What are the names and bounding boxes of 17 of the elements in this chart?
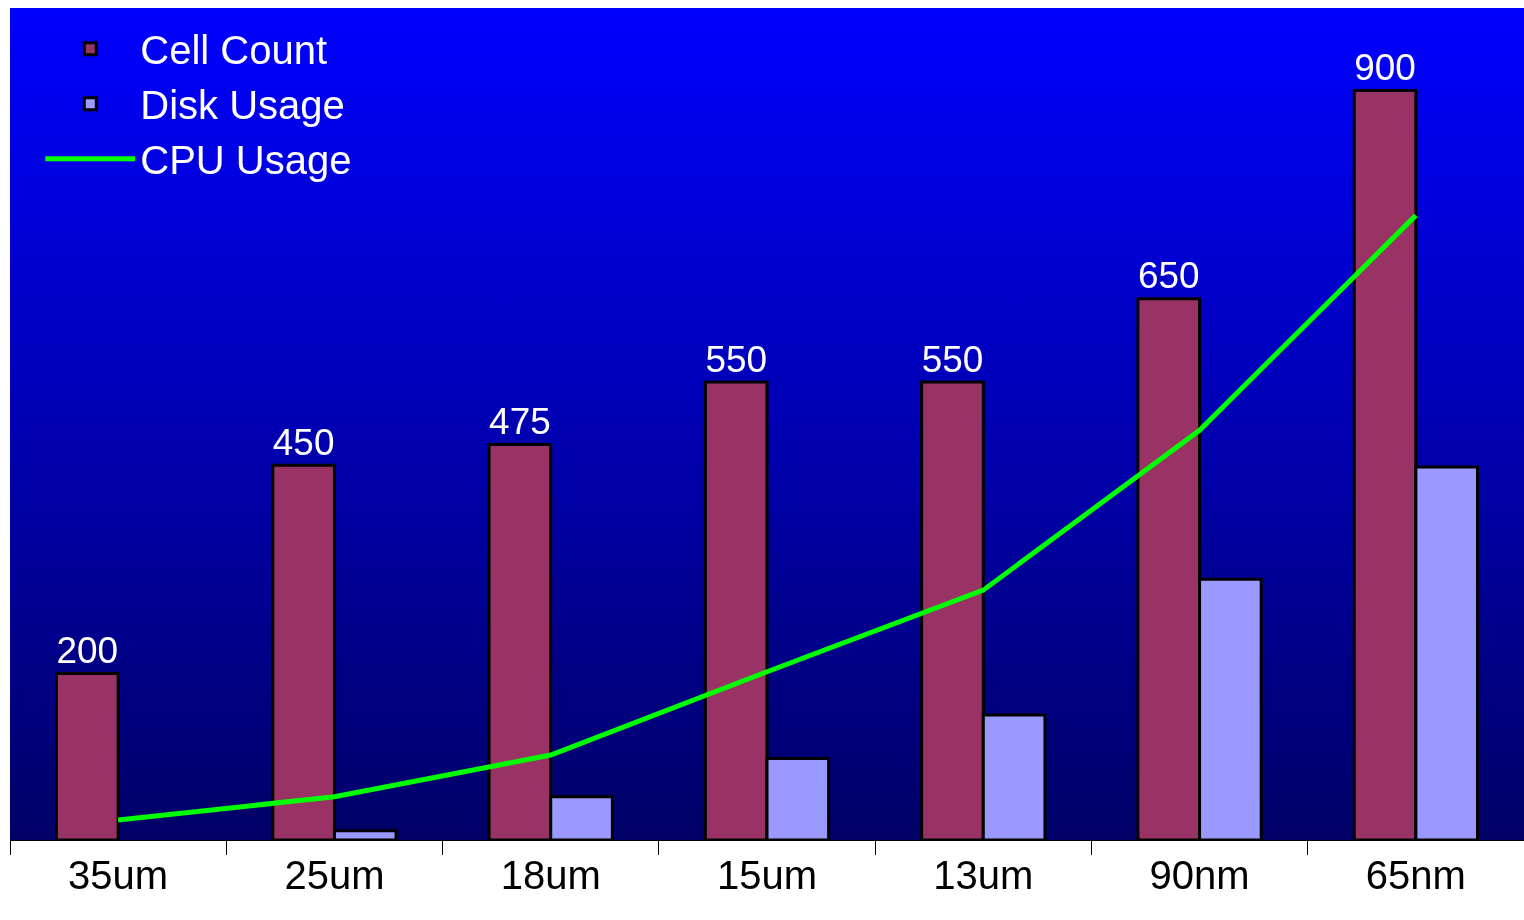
legend-label: CPU Usage [140, 138, 352, 183]
x-tick-label: 13um [933, 853, 1034, 897]
data-label: 475 [489, 401, 551, 443]
data-label: 450 [272, 421, 335, 463]
data-label: 900 [1354, 47, 1416, 89]
x-tick-label: 15um [716, 853, 818, 897]
legend-label: Disk Usage [140, 83, 345, 128]
x-tick-label: 25um [284, 853, 385, 897]
data-label: 650 [1137, 255, 1200, 297]
x-tick-label: 35um [68, 853, 169, 897]
x-tick-label: 65nm [1365, 853, 1466, 897]
data-label: 550 [921, 338, 984, 380]
x-tick-label: 18um [500, 853, 601, 897]
data-label: 200 [56, 630, 119, 672]
x-tick-label: 90nm [1149, 853, 1250, 897]
legend-label: Cell Count [140, 28, 328, 73]
data-label: 550 [705, 338, 767, 380]
